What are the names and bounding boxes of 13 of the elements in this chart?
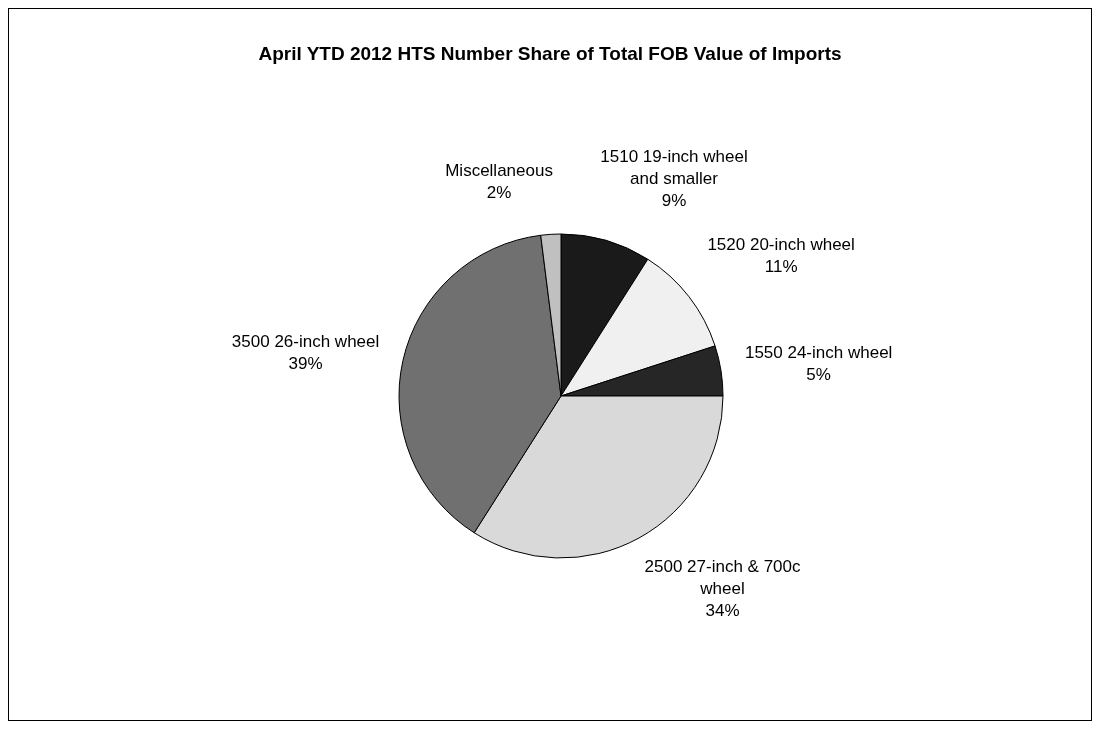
chart-title: April YTD 2012 HTS Number Share of Total FOB Value of Imports (257, 43, 843, 65)
data-label: 11% (764, 256, 798, 276)
data-label: 2% (486, 183, 512, 203)
slice-label: 2500 27-inch & 700c wheel (644, 557, 801, 599)
data-label: 5% (806, 365, 831, 385)
data-label: 9% (661, 190, 687, 210)
slice-label: 1520 20-inch wheel (707, 234, 855, 254)
slice-label: 1550 24-inch wheel (744, 343, 893, 363)
slice-label: Miscellaneous (445, 161, 553, 181)
slice-label: 3500 26-inch wheel (231, 331, 380, 351)
data-label: 34% (705, 601, 740, 621)
data-label: 39% (288, 353, 323, 373)
slice-label: 1510 19-inch wheel and smaller (600, 146, 748, 188)
